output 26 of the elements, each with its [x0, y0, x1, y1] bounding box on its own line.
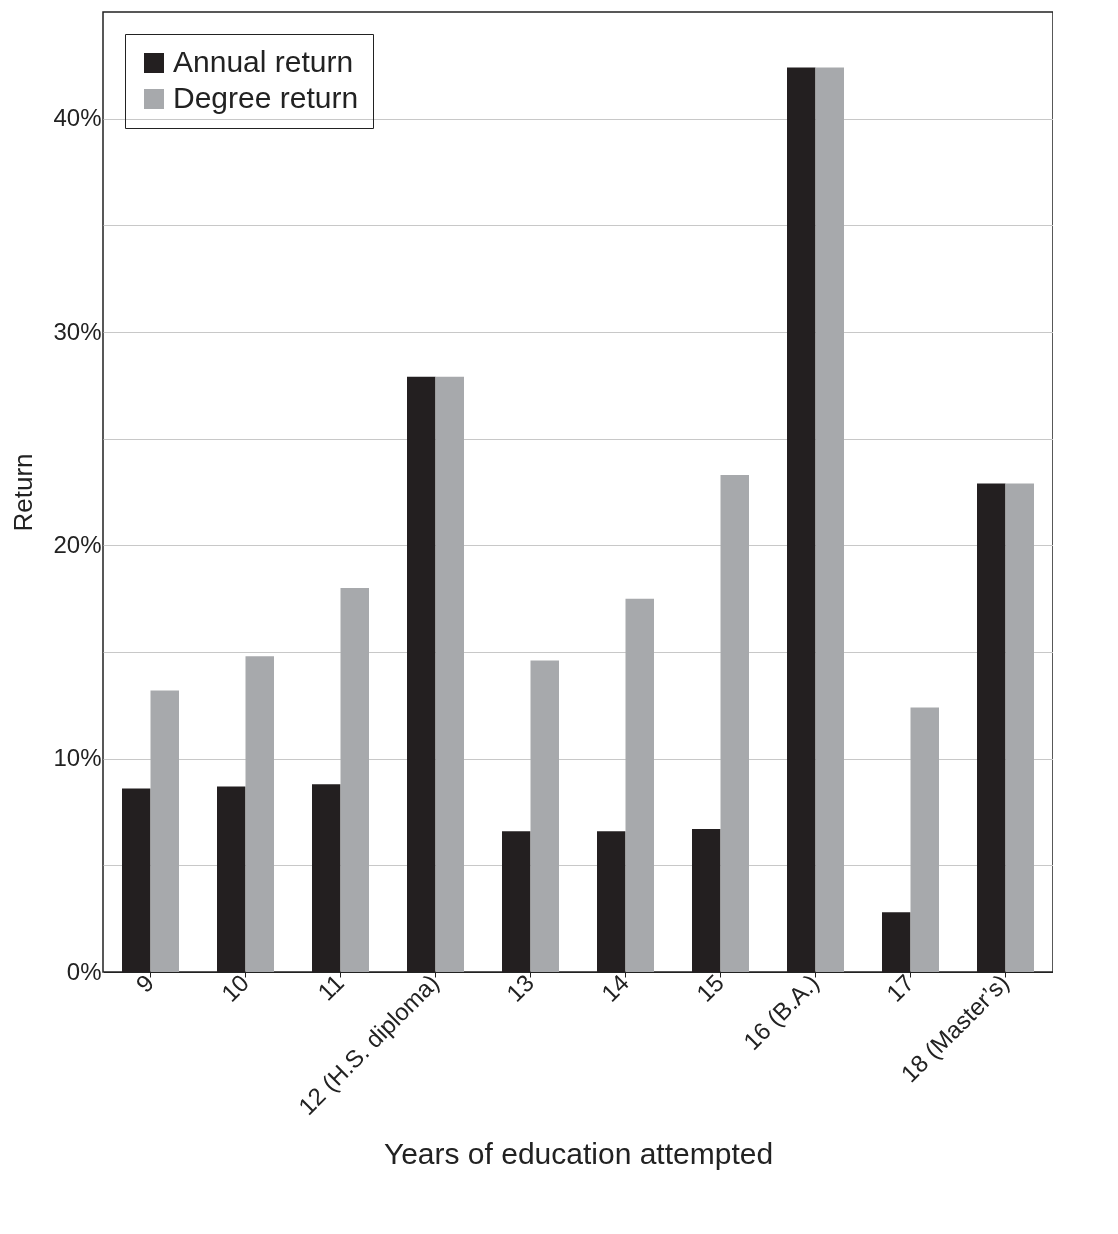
bar	[815, 67, 844, 972]
x-tick-label: 10	[216, 968, 254, 1007]
bar	[340, 588, 369, 972]
legend-label: Annual return	[173, 45, 354, 78]
bar	[245, 656, 274, 972]
x-tick-label: 13	[501, 968, 539, 1007]
y-axis-title: Return	[8, 453, 39, 532]
y-tick-label: 10%	[53, 744, 102, 772]
x-tick-label: 17	[881, 968, 919, 1007]
y-tick-label: 0%	[66, 957, 102, 985]
x-tick-label: 15	[691, 968, 729, 1007]
x-tick-label: 9	[130, 968, 159, 998]
x-axis-title: Years of education attempted	[383, 1137, 774, 1171]
bar	[150, 690, 179, 972]
bar	[435, 376, 464, 972]
y-tick-label: 20%	[53, 530, 102, 558]
y-tick-label: 30%	[53, 317, 102, 345]
x-tick-label: 11	[312, 968, 349, 1006]
bar	[910, 707, 939, 972]
x-tick-label: 14	[596, 968, 634, 1007]
bar	[530, 660, 559, 972]
bar	[625, 598, 654, 972]
bar	[720, 474, 749, 972]
y-tick-label: 40%	[53, 104, 102, 132]
bar	[1005, 483, 1034, 972]
legend-label: Degree return	[173, 81, 359, 114]
